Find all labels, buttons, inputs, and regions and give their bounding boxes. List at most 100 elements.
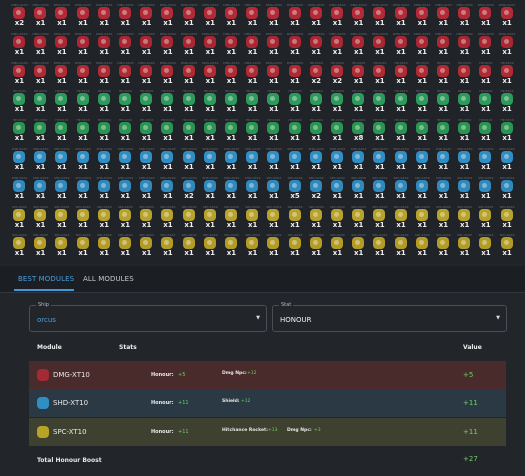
inventory-slot[interactable]: HP-XXXX x8 bbox=[348, 118, 369, 142]
inventory-slot[interactable]: HP-XXXX x1 bbox=[475, 61, 496, 85]
inventory-slot[interactable]: DMG-XXXX x1 bbox=[263, 61, 284, 85]
inventory-slot[interactable]: HP-XXXX x1 bbox=[9, 89, 30, 113]
inventory-slot[interactable]: SHD-XXXX x1 bbox=[348, 147, 369, 171]
inventory-slot[interactable]: SPC-XXXX x1 bbox=[73, 205, 94, 229]
inventory-slot[interactable]: HP-XXXX x1 bbox=[263, 89, 284, 113]
inventory-slot[interactable]: DMG-XXXX x1 bbox=[136, 61, 157, 85]
inventory-slot[interactable]: HP-XXXX x1 bbox=[221, 89, 242, 113]
inventory-slot[interactable]: SPC-XXXX x1 bbox=[327, 233, 348, 257]
inventory-slot[interactable]: DMG-XXXX x1 bbox=[94, 32, 115, 56]
inventory-slot[interactable]: SPC-XXXX x1 bbox=[30, 233, 51, 257]
inventory-slot[interactable]: DMG-XXXX x1 bbox=[475, 3, 496, 27]
inventory-slot[interactable]: HP-XXXX x1 bbox=[179, 118, 200, 142]
inventory-slot[interactable]: DMG-XXXX x1 bbox=[73, 32, 94, 56]
inventory-slot[interactable]: SPC-XXXX x1 bbox=[369, 176, 390, 200]
inventory-slot[interactable]: SPC-XXXX x1 bbox=[263, 233, 284, 257]
inventory-slot[interactable]: SHD-XXXX x1 bbox=[200, 147, 221, 171]
inventory-slot[interactable]: SHD-XXXX x1 bbox=[179, 147, 200, 171]
inventory-slot[interactable]: DMG-XXXX x1 bbox=[157, 3, 178, 27]
inventory-slot[interactable]: DMG-XXXX x1 bbox=[51, 61, 72, 85]
inventory-slot[interactable]: DMG-XXXX x1 bbox=[115, 61, 136, 85]
inventory-slot[interactable]: DMG-XXXX x1 bbox=[306, 32, 327, 56]
inventory-slot[interactable]: SHD-XXXX x1 bbox=[136, 176, 157, 200]
inventory-slot[interactable]: SPC-XXXX x1 bbox=[73, 233, 94, 257]
inventory-slot[interactable]: DMG-XXXX x1 bbox=[285, 61, 306, 85]
inventory-slot[interactable]: SPC-XXXX x1 bbox=[94, 233, 115, 257]
inventory-slot[interactable]: HP-XXXX x1 bbox=[136, 89, 157, 113]
inventory-slot[interactable]: SHD-XXXX x1 bbox=[263, 147, 284, 171]
inventory-slot[interactable]: SPC-XXXX x1 bbox=[9, 233, 30, 257]
inventory-slot[interactable]: SPC-XXXX x5 bbox=[285, 176, 306, 200]
inventory-slot[interactable]: HP-XXXX x1 bbox=[51, 89, 72, 113]
inventory-slot[interactable]: HP-XXXX x1 bbox=[9, 118, 30, 142]
inventory-slot[interactable]: DMG-XXXX x1 bbox=[30, 3, 51, 27]
inventory-slot[interactable]: DMG-XXXX x1 bbox=[327, 3, 348, 27]
inventory-slot[interactable]: SHD-XXXX x1 bbox=[51, 147, 72, 171]
inventory-slot[interactable]: SPC-XXXX x1 bbox=[242, 205, 263, 229]
inventory-slot[interactable]: HP-XXXX x1 bbox=[327, 89, 348, 113]
inventory-slot[interactable]: SHD-XXXX x1 bbox=[221, 176, 242, 200]
inventory-slot[interactable]: HP-XXXX x1 bbox=[391, 61, 412, 85]
inventory-slot[interactable]: SPC-XXXX x1 bbox=[454, 176, 475, 200]
inventory-slot[interactable]: SPC-XXXX x1 bbox=[51, 233, 72, 257]
inventory-slot[interactable]: SPC-XXXX x1 bbox=[157, 233, 178, 257]
inventory-slot[interactable]: DMG-XXXX x1 bbox=[391, 32, 412, 56]
inventory-slot[interactable]: DMG-XXXX x1 bbox=[221, 61, 242, 85]
inventory-slot[interactable]: HP-XXXX x1 bbox=[115, 89, 136, 113]
inventory-slot[interactable]: HP-XXXX x1 bbox=[157, 118, 178, 142]
inventory-slot[interactable]: SHD-XXXX x1 bbox=[433, 147, 454, 171]
inventory-slot[interactable]: SPC-XXXX x1 bbox=[369, 233, 390, 257]
inventory-slot[interactable]: SPC-XXXX x1 bbox=[242, 233, 263, 257]
inventory-slot[interactable]: SPC-XXXX x1 bbox=[179, 233, 200, 257]
inventory-slot[interactable]: SPC-XXXX x1 bbox=[475, 233, 496, 257]
inventory-slot[interactable]: HP-XXXX x1 bbox=[200, 118, 221, 142]
inventory-slot[interactable]: SHD-XXXX x1 bbox=[242, 147, 263, 171]
inventory-slot[interactable]: HP-XXXX x1 bbox=[433, 118, 454, 142]
inventory-slot[interactable]: SHD-XXXX x1 bbox=[136, 147, 157, 171]
inventory-slot[interactable]: HP-XXXX x1 bbox=[391, 118, 412, 142]
inventory-slot[interactable]: HP-XXXX x1 bbox=[221, 118, 242, 142]
inventory-slot[interactable]: HP-XXXX x1 bbox=[30, 89, 51, 113]
stat-select[interactable]: Stat HONOUR ▼ bbox=[272, 302, 507, 332]
inventory-slot[interactable]: SHD-XXXX x1 bbox=[157, 147, 178, 171]
inventory-slot[interactable]: DMG-XXXX x1 bbox=[73, 61, 94, 85]
inventory-slot[interactable]: DMG-XXXX x1 bbox=[433, 32, 454, 56]
inventory-slot[interactable]: HP-XXXX x1 bbox=[285, 118, 306, 142]
tab-all-modules[interactable]: ALL MODULES bbox=[83, 275, 134, 283]
inventory-slot[interactable]: SHD-XXXX x1 bbox=[94, 176, 115, 200]
inventory-slot[interactable]: DMG-XXXX x1 bbox=[369, 32, 390, 56]
inventory-slot[interactable]: HP-XXXX x1 bbox=[497, 89, 518, 113]
inventory-slot[interactable]: DMG-XXXX x1 bbox=[200, 32, 221, 56]
inventory-slot[interactable]: SHD-XXXX x2 bbox=[179, 176, 200, 200]
inventory-slot[interactable]: SPC-XXXX x1 bbox=[136, 233, 157, 257]
inventory-slot[interactable]: DMG-XXXX x1 bbox=[136, 32, 157, 56]
inventory-slot[interactable]: HP-XXXX x1 bbox=[327, 118, 348, 142]
inventory-slot[interactable]: HP-XXXX x1 bbox=[242, 89, 263, 113]
inventory-slot[interactable]: SPC-XXXX x1 bbox=[263, 176, 284, 200]
inventory-slot[interactable]: HP-XXXX x1 bbox=[73, 89, 94, 113]
inventory-slot[interactable]: SPC-XXXX x1 bbox=[221, 233, 242, 257]
inventory-slot[interactable]: HP-XXXX x1 bbox=[179, 89, 200, 113]
inventory-slot[interactable]: SPC-XXXX x1 bbox=[433, 205, 454, 229]
inventory-slot[interactable]: HP-XXXX x1 bbox=[369, 61, 390, 85]
inventory-slot[interactable]: SHD-XXXX x1 bbox=[242, 176, 263, 200]
inventory-slot[interactable]: DMG-XXXX x1 bbox=[73, 3, 94, 27]
inventory-slot[interactable]: SHD-XXXX x1 bbox=[115, 147, 136, 171]
inventory-slot[interactable]: SPC-XXXX x1 bbox=[391, 176, 412, 200]
inventory-slot[interactable]: HP-XXXX x1 bbox=[454, 89, 475, 113]
inventory-slot[interactable]: DMG-XXXX x1 bbox=[412, 32, 433, 56]
inventory-slot[interactable]: HP-XXXX x1 bbox=[475, 118, 496, 142]
inventory-slot[interactable]: SPC-XXXX x1 bbox=[51, 205, 72, 229]
inventory-slot[interactable]: DMG-XXXX x1 bbox=[327, 32, 348, 56]
inventory-slot[interactable]: HP-XXXX x1 bbox=[306, 118, 327, 142]
inventory-slot[interactable]: HP-XXXX x2 bbox=[327, 61, 348, 85]
inventory-slot[interactable]: SPC-XXXX x1 bbox=[263, 205, 284, 229]
inventory-slot[interactable]: HP-XXXX x1 bbox=[51, 118, 72, 142]
inventory-slot[interactable]: DMG-XXXX x1 bbox=[179, 61, 200, 85]
inventory-slot[interactable]: HP-XXXX x2 bbox=[306, 61, 327, 85]
inventory-slot[interactable]: HP-XXXX x1 bbox=[391, 89, 412, 113]
inventory-slot[interactable]: HP-XXXX x1 bbox=[348, 61, 369, 85]
inventory-slot[interactable]: SPC-XXXX x1 bbox=[433, 233, 454, 257]
inventory-slot[interactable]: DMG-XXXX x1 bbox=[369, 3, 390, 27]
inventory-slot[interactable]: SPC-XXXX x1 bbox=[306, 205, 327, 229]
